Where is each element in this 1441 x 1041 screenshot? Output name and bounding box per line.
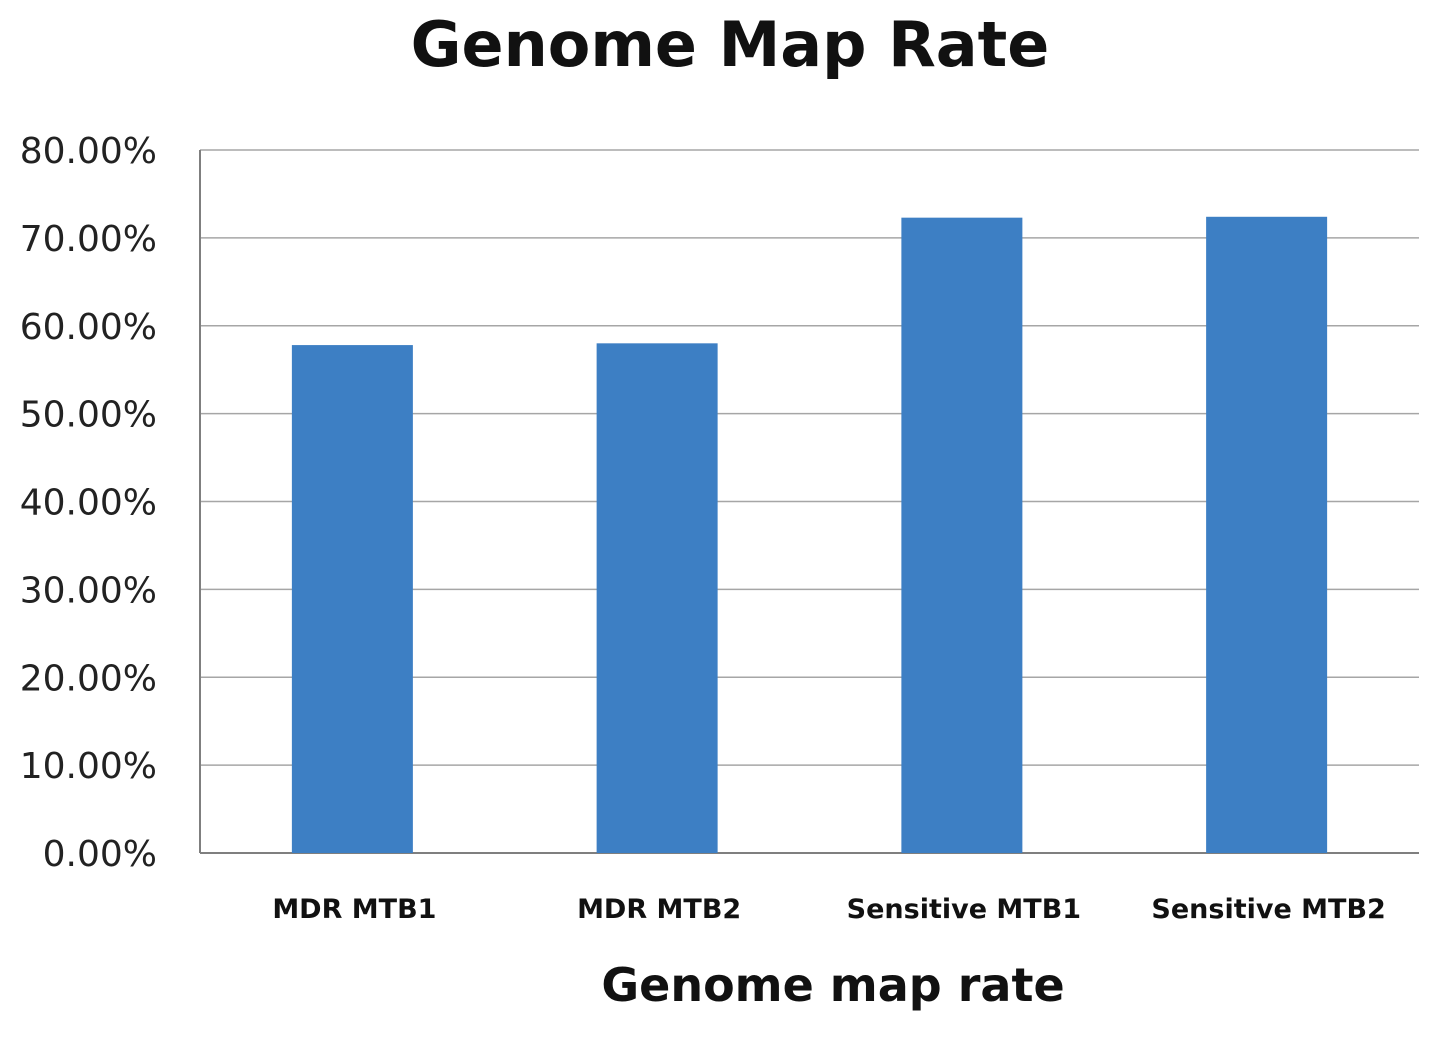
y-tick-label: 80.00% — [20, 131, 157, 172]
y-tick-label: 60.00% — [20, 307, 157, 348]
bar — [901, 217, 1023, 853]
y-tick-label: 30.00% — [20, 570, 157, 611]
x-tick-label: Sensitive MTB2 — [1151, 894, 1385, 925]
y-tick-label: 50.00% — [20, 395, 157, 436]
x-tick-label: MDR MTB1 — [272, 894, 436, 925]
y-tick-label: 40.00% — [20, 483, 157, 524]
chart-title: Genome Map Rate — [410, 8, 1050, 81]
y-tick-label: 0.00% — [43, 834, 157, 875]
bar — [1206, 216, 1328, 853]
y-tick-label: 70.00% — [20, 219, 157, 260]
bar — [596, 343, 718, 853]
x-tick-label: Sensitive MTB1 — [847, 894, 1081, 925]
x-tick-label: MDR MTB2 — [577, 894, 741, 925]
bar — [291, 345, 413, 853]
y-tick-label: 10.00% — [20, 746, 157, 787]
y-tick-label: 20.00% — [20, 658, 157, 699]
x-axis-title: Genome map rate — [601, 958, 1065, 1012]
